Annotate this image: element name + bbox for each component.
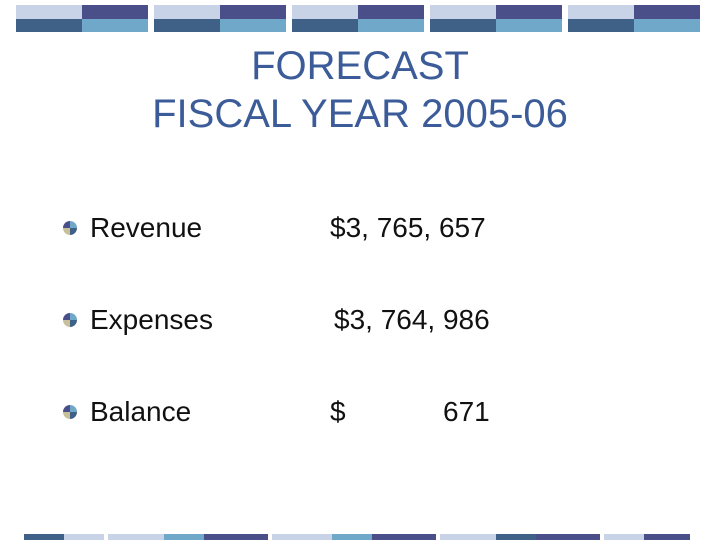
band-segment (64, 534, 104, 540)
band-segment (440, 534, 496, 540)
item-label: Balance (90, 396, 192, 427)
item-label: Expenses (90, 304, 213, 335)
band-segment (536, 534, 600, 540)
list-item-expenses: Expenses $3, 764, 986 (0, 300, 720, 340)
band-segment (164, 534, 204, 540)
band-segment (204, 534, 268, 540)
pie-bullet-icon (63, 313, 77, 327)
band-block (16, 5, 148, 32)
band-block (430, 5, 562, 32)
band-segment (496, 534, 536, 540)
item-amount: $3, 765, 657 (330, 212, 486, 243)
item-amount: 671 (443, 396, 490, 427)
band-segment (108, 534, 164, 540)
title-line-1: FORECAST (251, 44, 469, 88)
band-block (154, 5, 286, 32)
band-segment (604, 534, 644, 540)
band-segment (24, 534, 64, 540)
band-block (568, 5, 700, 32)
band-segment (272, 534, 332, 540)
top-decorative-band (0, 0, 720, 40)
pie-bullet-icon (63, 405, 77, 419)
band-block (292, 5, 424, 32)
item-amount: $3, 764, 986 (334, 304, 490, 335)
title-line-2: FISCAL YEAR 2005-06 (152, 92, 568, 136)
item-label: Revenue (90, 212, 203, 243)
list-item-balance: Balance $ 671 (0, 392, 720, 432)
bottom-decorative-band (0, 530, 720, 540)
band-segment (332, 534, 372, 540)
band-segment (644, 534, 690, 540)
band-segment (372, 534, 436, 540)
item-currency-symbol: $ (330, 396, 346, 427)
list-item-revenue: Revenue $3, 765, 657 (0, 208, 720, 248)
pie-bullet-icon (63, 221, 77, 235)
slide-title: FORECAST FISCAL YEAR 2005-06 (0, 42, 720, 138)
